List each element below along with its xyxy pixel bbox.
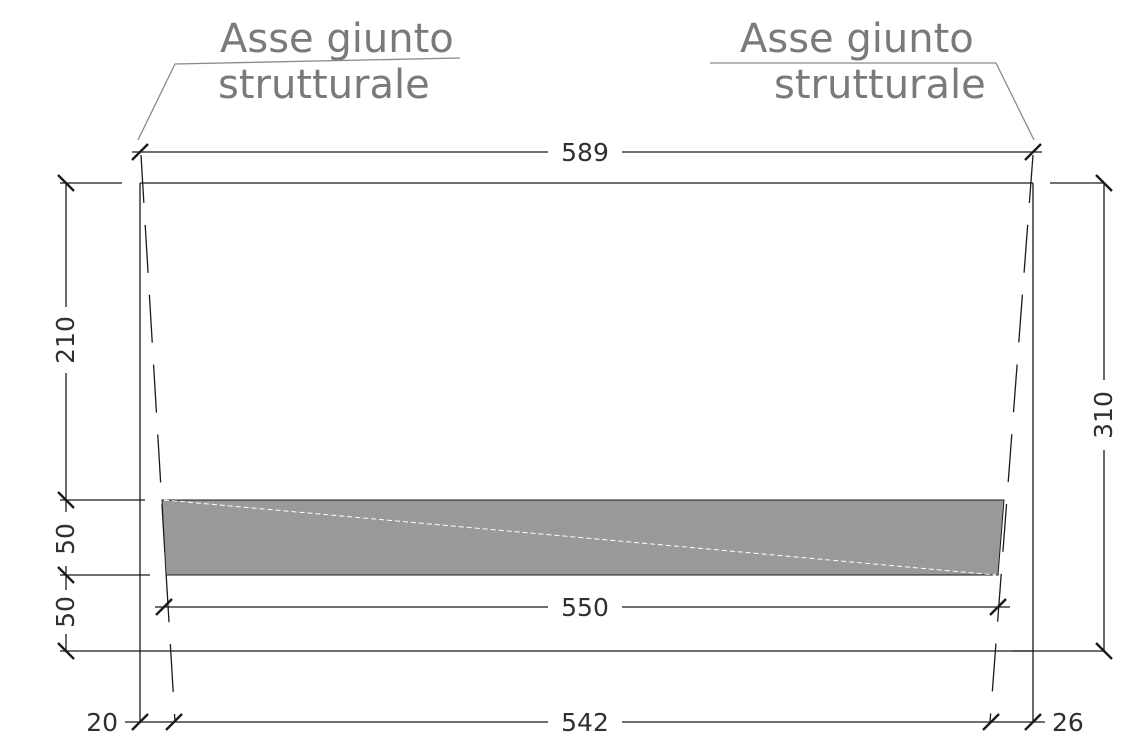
tick-mark bbox=[1024, 143, 1042, 161]
tick-mark bbox=[57, 174, 75, 192]
annotation-left-line1: Asse giunto bbox=[220, 16, 454, 62]
annotation-right: Asse giunto strutturale bbox=[710, 16, 1035, 141]
annotation-right-line1: Asse giunto bbox=[740, 16, 974, 62]
horizontal-dimensions bbox=[125, 151, 1045, 723]
annotation-left: Asse giunto strutturale bbox=[137, 16, 461, 141]
dim-text-slab-thickness: 50 bbox=[51, 523, 80, 555]
vertical-dimensions bbox=[65, 183, 1105, 651]
tick-mark bbox=[165, 713, 183, 731]
tick-mark bbox=[1024, 713, 1042, 731]
tick-mark bbox=[982, 713, 1000, 731]
dim-text-slab-width: 550 bbox=[561, 593, 609, 622]
tick-mark bbox=[57, 642, 75, 660]
tick-mark bbox=[1095, 174, 1113, 192]
dim-text-height-lower: 50 bbox=[51, 596, 80, 628]
joint-axis-left bbox=[140, 154, 176, 723]
leader-line-left bbox=[137, 57, 461, 141]
tick-mark bbox=[131, 143, 149, 161]
annotation-left-line2: strutturale bbox=[218, 62, 430, 108]
tick-mark bbox=[57, 491, 75, 509]
dimension-labels: 589 550 542 20 26 210 50 50 310 bbox=[51, 138, 1118, 737]
tick-marks bbox=[57, 143, 1113, 731]
joint-axis-right bbox=[989, 154, 1034, 723]
dim-text-height-upper: 210 bbox=[51, 316, 80, 364]
section-outline bbox=[60, 182, 1105, 722]
slab-diagonal bbox=[163, 499, 997, 576]
leader-line-right bbox=[710, 62, 1035, 141]
tick-mark bbox=[131, 713, 149, 731]
tick-mark bbox=[1095, 642, 1113, 660]
dim-text-bottom-width: 542 bbox=[561, 708, 609, 737]
tick-mark bbox=[155, 598, 173, 616]
tick-mark bbox=[989, 598, 1007, 616]
dim-text-left-offset: 20 bbox=[86, 708, 118, 737]
dim-text-total-height: 310 bbox=[1089, 391, 1118, 439]
joint-axes bbox=[140, 154, 1034, 723]
annotation-right-line2: strutturale bbox=[774, 62, 986, 108]
dim-text-right-offset: 26 bbox=[1052, 708, 1084, 737]
tick-mark bbox=[57, 566, 75, 584]
dim-text-top-width: 589 bbox=[561, 138, 609, 167]
slab bbox=[161, 499, 1005, 576]
